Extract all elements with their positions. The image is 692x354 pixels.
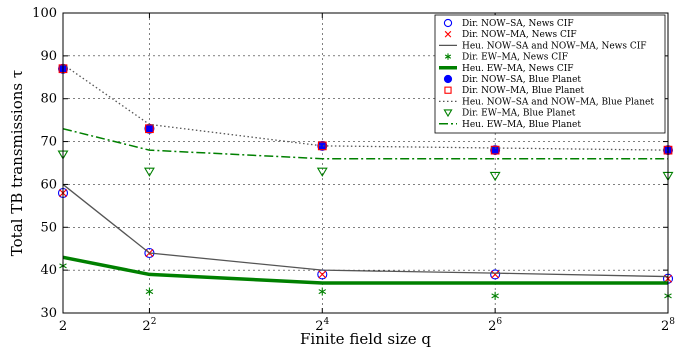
- legend-item: Dir. NOW–MA, News CIF: [444, 30, 577, 40]
- legend-item: Heu. NOW–SA and NOW–MA, Blue Planet: [439, 97, 654, 107]
- legend-box: [434, 14, 666, 134]
- x-stroke: [318, 270, 327, 279]
- legend-item: Dir. NOW–MA, Blue Planet: [444, 86, 584, 96]
- series-2: [62, 183, 669, 278]
- x-axis-label: Finite field size q: [300, 330, 431, 348]
- x-tick-label: 2: [59, 319, 67, 334]
- x-stroke: [444, 30, 452, 38]
- legend-swatch: [443, 18, 453, 28]
- y-tick-label: 100: [32, 6, 57, 21]
- asterisk-stroke: [318, 289, 327, 295]
- legend-label: Dir. NOW–SA, Blue Planet: [462, 75, 581, 85]
- data-point: [491, 270, 500, 279]
- y-axis-label: Total TB transmissions τ: [8, 70, 26, 256]
- asterisk-stroke: [491, 293, 499, 299]
- legend-label: Heu. EW–MA, Blue Planet: [462, 120, 581, 130]
- asterisk-stroke: [444, 54, 452, 59]
- legend-item: Dir. EW–MA, News CIF: [444, 53, 568, 63]
- legend-item: Heu. EW–MA, Blue Planet: [439, 120, 581, 130]
- legend-swatch: [443, 74, 453, 84]
- series-8: [57, 150, 674, 182]
- data-point: [490, 145, 501, 156]
- legend-swatch: [444, 53, 452, 60]
- data-point: [316, 167, 328, 177]
- legend-label: Heu. NOW–SA and NOW–MA, News CIF: [462, 41, 647, 51]
- legend-swatch: [443, 109, 453, 118]
- legend-label: Dir. NOW–MA, News CIF: [462, 30, 577, 40]
- legend-item: Dir. NOW–SA, News CIF: [443, 18, 574, 29]
- x-tick-exponent: 2: [151, 317, 157, 327]
- y-tick-label: 70: [40, 135, 57, 150]
- plot-frame: [62, 12, 669, 314]
- y-tick-label: 90: [40, 49, 57, 64]
- legend-item: Dir. NOW–SA, Blue Planet: [443, 74, 581, 85]
- legend-item: Heu. EW–MA, News CIF: [439, 64, 574, 74]
- x-tick-exponent: 6: [496, 317, 502, 327]
- data-point: [489, 171, 501, 182]
- data-point: [143, 167, 155, 177]
- grid: [63, 13, 668, 313]
- y-axis-label-text: Total TB transmissions τ: [8, 70, 26, 256]
- asterisk-stroke: [145, 289, 154, 295]
- data-point: [144, 123, 155, 134]
- data-point: [317, 141, 327, 151]
- x-tick-base: 2: [142, 319, 150, 334]
- data-point: [318, 287, 327, 296]
- data-point: [490, 145, 500, 155]
- x-tick-label: 28: [661, 317, 675, 334]
- y-tick-label: 60: [40, 177, 57, 192]
- x-tick-label: 24: [315, 317, 329, 334]
- legend-label: Dir. EW–MA, Blue Planet: [462, 109, 576, 119]
- series-layer: [57, 63, 674, 300]
- series-4: [62, 255, 668, 285]
- legend-label: Heu. EW–MA, News CIF: [462, 64, 574, 74]
- x-axis-label-text: Finite field size q: [300, 330, 431, 348]
- x-tick-exponent: 8: [669, 317, 675, 327]
- legend-label: Heu. NOW–SA and NOW–MA, Blue Planet: [462, 97, 654, 107]
- x-tick-base: 2: [488, 319, 496, 334]
- legend-item: Heu. NOW–SA and NOW–MA, News CIF: [439, 41, 647, 51]
- legend-swatch: [444, 86, 452, 94]
- y-tick-label: 30: [40, 306, 57, 321]
- x-tick-base: 2: [315, 319, 323, 334]
- y-tick-label: 80: [40, 92, 57, 107]
- legend-swatch: [444, 30, 452, 38]
- x-tick-exponent: 4: [324, 317, 330, 327]
- series-9: [62, 127, 668, 160]
- series-line: [62, 255, 668, 285]
- legend-label: Dir. NOW–SA, News CIF: [462, 19, 574, 29]
- series-line: [62, 183, 669, 278]
- x-stroke: [491, 270, 500, 279]
- data-point: [490, 269, 501, 280]
- data-point: [491, 291, 499, 300]
- data-point: [318, 270, 327, 279]
- series-line: [62, 127, 668, 160]
- y-tick-label: 40: [40, 263, 57, 278]
- x-tick-base: 2: [661, 319, 669, 334]
- legend-item: Dir. EW–MA, Blue Planet: [443, 109, 576, 119]
- x-tick-label: 26: [488, 317, 502, 334]
- legend-label: Dir. EW–MA, News CIF: [462, 53, 568, 63]
- data-point: [317, 140, 328, 151]
- data-point: [145, 287, 154, 296]
- y-tick-label: 50: [40, 220, 57, 235]
- x-tick-base: 2: [59, 319, 67, 334]
- legend-label: Dir. NOW–MA, Blue Planet: [462, 86, 584, 96]
- x-tick-label: 22: [142, 317, 156, 334]
